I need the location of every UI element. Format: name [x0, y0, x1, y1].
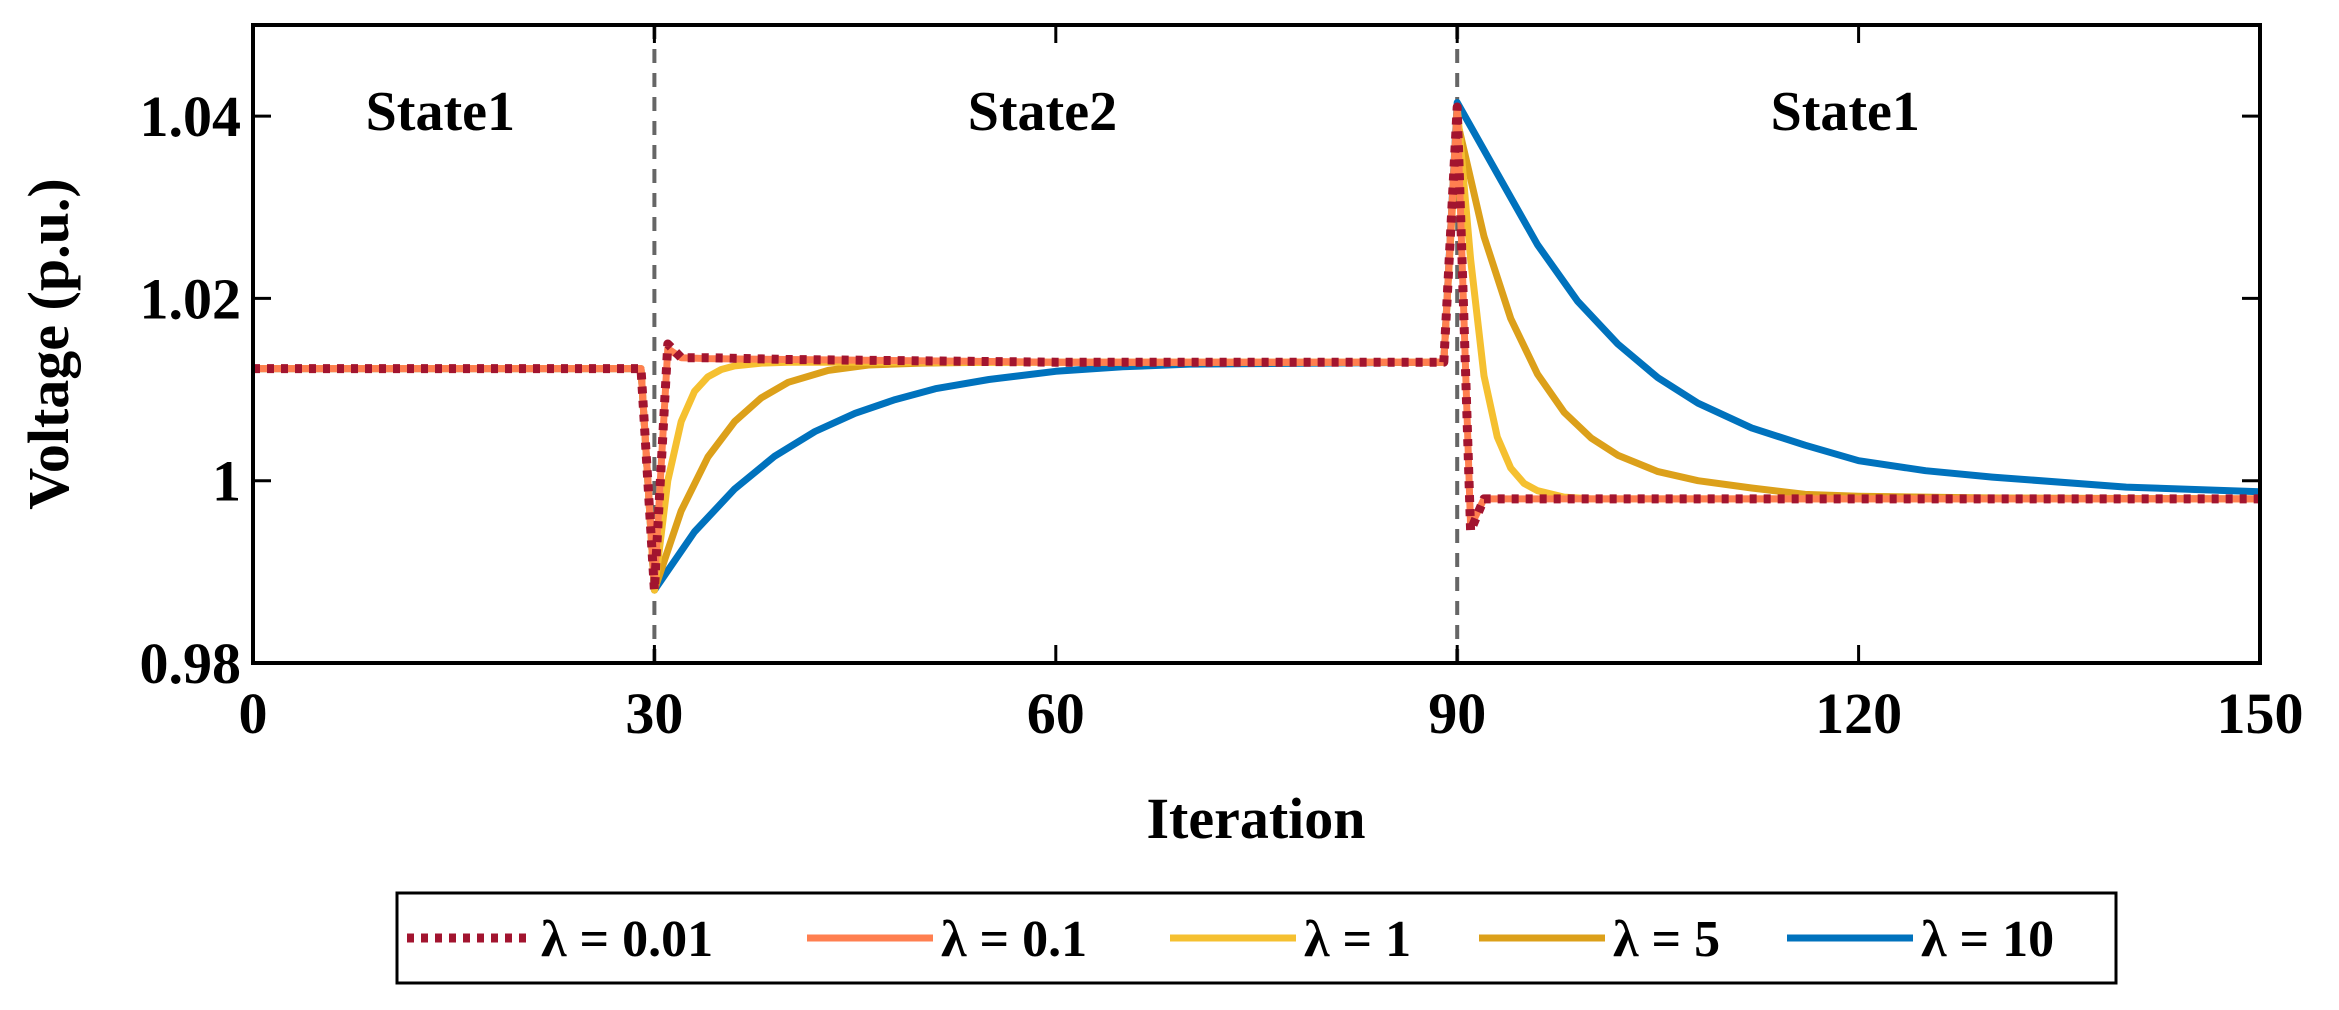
- state-label-3: State1: [1771, 81, 1920, 143]
- legend-label-1: λ = 0.01: [541, 911, 713, 968]
- legend: λ = 0.01 λ = 0.1 λ = 1 λ = 5 λ = 10: [395, 891, 2118, 985]
- state-annotations: State1 State2 State1: [366, 81, 1920, 143]
- x-tick-label-5: 150: [2217, 681, 2304, 746]
- x-tick-label-0: 0: [239, 681, 268, 746]
- y-tick-label-2: 1.02: [140, 266, 242, 331]
- y-axis-label: Voltage (p.u.): [16, 178, 81, 509]
- x-tick-label-1: 30: [625, 681, 683, 746]
- plot-area-frame: [251, 23, 2262, 665]
- y-tick-label-3: 1.04: [140, 84, 242, 149]
- tick-labels: 0 30 60 90 120 150 0.98 1 1.02 1.04: [140, 84, 2304, 746]
- x-tick-label-4: 120: [1815, 681, 1902, 746]
- plot-content: [253, 25, 2260, 663]
- legend-label-3: λ = 1: [1304, 911, 1411, 968]
- legend-label-4: λ = 5: [1613, 911, 1720, 968]
- state-label-1: State1: [366, 81, 515, 143]
- x-tick-label-3: 90: [1428, 681, 1486, 746]
- axis-ticks: [251, 25, 2262, 665]
- y-tick-label-0: 0.98: [140, 631, 242, 696]
- series-group: [253, 25, 2260, 663]
- state-label-2: State2: [968, 81, 1117, 143]
- legend-label-2: λ = 0.1: [941, 911, 1087, 968]
- y-tick-label-1: 1: [212, 449, 241, 514]
- x-axis-label: Iteration: [1146, 786, 1365, 851]
- series-line-1: [253, 102, 2260, 595]
- legend-label-5: λ = 10: [1921, 911, 2054, 968]
- x-tick-label-2: 60: [1027, 681, 1085, 746]
